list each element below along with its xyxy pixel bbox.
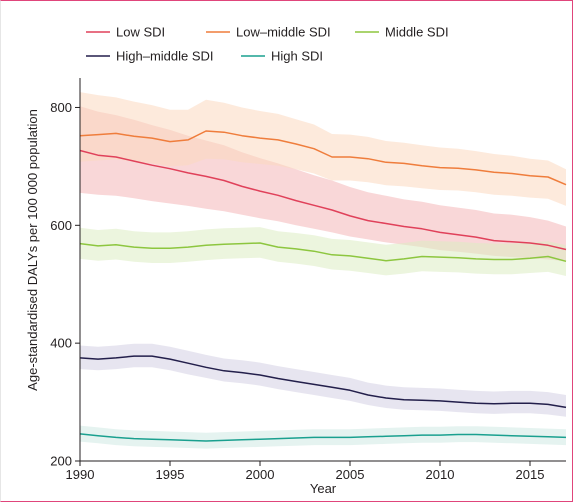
low-middle-sdi-line [79, 130, 567, 186]
high-sdi-line [79, 433, 567, 442]
x-tick-label: 2015 [516, 467, 545, 482]
high-sdi-legend-label: High SDI [271, 49, 323, 64]
high-middle-sdi-line [79, 355, 567, 409]
low-sdi-line [79, 149, 567, 251]
legend: Low SDI Low–middle SDI Middle SDI High–midd… [86, 25, 449, 64]
uncertainty-bands [80, 92, 566, 449]
y-tick-label: 800 [50, 100, 72, 115]
series-lines [79, 130, 567, 442]
x-tick-label: 1990 [66, 467, 95, 482]
middle-sdi-legend-label: Middle SDI [385, 25, 449, 40]
y-axis-title: Age-standardised DALYs per 100 000 popul… [25, 109, 40, 391]
high-middle-sdi-uncertainty-band [80, 343, 566, 417]
middle-sdi-line [79, 242, 567, 263]
x-ticks: 1990 1995 2000 2005 2010 2015 [66, 461, 545, 482]
low-sdi-legend-label: Low SDI [116, 25, 165, 40]
x-tick-label: 2000 [246, 467, 275, 482]
y-tick-label: 200 [50, 454, 72, 469]
x-tick-label: 1995 [156, 467, 185, 482]
high-middle-sdi-legend-label: High–middle SDI [116, 49, 214, 64]
x-axis-title: Year [310, 481, 337, 496]
low-middle-sdi-uncertainty-band [80, 92, 566, 206]
axes [79, 78, 566, 462]
x-tick-label: 2005 [336, 467, 365, 482]
y-tick-label: 600 [50, 218, 72, 233]
y-tick-label: 400 [50, 336, 72, 351]
middle-sdi-uncertainty-band [80, 227, 566, 276]
low-middle-sdi-legend-label: Low–middle SDI [236, 25, 331, 40]
x-tick-label: 2010 [426, 467, 455, 482]
y-ticks: 200 400 600 800 [50, 100, 80, 469]
